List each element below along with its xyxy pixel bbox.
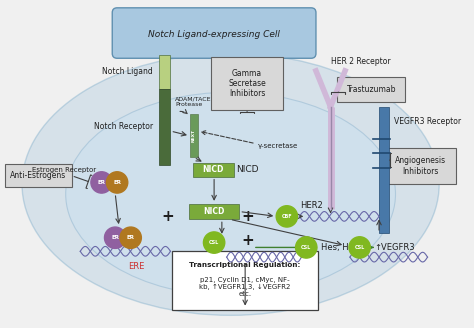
Text: CSL: CSL <box>209 240 219 245</box>
Text: HER 2 Receptor: HER 2 Receptor <box>330 57 390 66</box>
Circle shape <box>349 237 370 258</box>
Circle shape <box>276 206 298 227</box>
Text: Notch Receptor: Notch Receptor <box>94 122 153 131</box>
Circle shape <box>203 232 225 253</box>
Text: p21, Cyclin D1, cMyc, NF-
kb, ↑VEGFR1,3, ↓VEGFR2
etc.: p21, Cyclin D1, cMyc, NF- kb, ↑VEGFR1,3,… <box>200 277 291 297</box>
Text: CBF: CBF <box>282 214 292 219</box>
Circle shape <box>296 237 317 258</box>
Bar <box>190 113 198 157</box>
Text: NICD: NICD <box>237 165 259 174</box>
Bar <box>159 89 171 165</box>
Text: CSL: CSL <box>301 245 311 250</box>
Text: CSL: CSL <box>355 245 365 250</box>
Ellipse shape <box>22 53 439 315</box>
FancyBboxPatch shape <box>211 57 283 110</box>
Text: ↑VEGFR3: ↑VEGFR3 <box>374 243 415 252</box>
Text: Notch Ligand: Notch Ligand <box>102 67 153 76</box>
FancyBboxPatch shape <box>112 8 316 58</box>
Circle shape <box>104 227 126 248</box>
Text: Notch Ligand-expressing Cell: Notch Ligand-expressing Cell <box>148 30 280 38</box>
Text: NICD: NICD <box>203 207 225 216</box>
Bar <box>379 107 389 233</box>
Text: ER: ER <box>111 235 119 240</box>
Text: Estrogen Receptor: Estrogen Receptor <box>32 167 96 173</box>
Bar <box>189 204 239 219</box>
Text: ER: ER <box>113 180 121 185</box>
Ellipse shape <box>66 92 395 296</box>
Text: NEXT: NEXT <box>192 129 196 142</box>
Text: Angiogenesis
Inhibitors: Angiogenesis Inhibitors <box>395 156 447 175</box>
Text: Gamma
Secretase
Inhibitors: Gamma Secretase Inhibitors <box>228 69 266 98</box>
Circle shape <box>91 172 112 193</box>
Text: +: + <box>161 209 174 224</box>
Text: ADAM/TACE
Protease: ADAM/TACE Protease <box>175 96 212 107</box>
FancyBboxPatch shape <box>5 164 73 187</box>
Circle shape <box>120 227 141 248</box>
Text: HER2: HER2 <box>301 201 323 210</box>
Text: NICD: NICD <box>202 165 224 174</box>
FancyBboxPatch shape <box>337 77 405 102</box>
Bar <box>159 55 171 89</box>
FancyBboxPatch shape <box>386 148 456 184</box>
FancyBboxPatch shape <box>173 251 318 310</box>
Text: Transcriptional Regulation:: Transcriptional Regulation: <box>190 262 301 268</box>
Text: VEGFR3 Receptor: VEGFR3 Receptor <box>393 117 461 126</box>
Text: Hes, Hey: Hes, Hey <box>321 243 359 252</box>
Text: γ-secretase: γ-secretase <box>258 143 298 149</box>
Text: +: + <box>242 233 255 248</box>
Bar <box>193 163 234 176</box>
Text: Trastuzumab: Trastuzumab <box>346 85 396 94</box>
Text: ER: ER <box>127 235 135 240</box>
Text: +: + <box>242 209 255 224</box>
Text: ERE: ERE <box>128 262 145 271</box>
Text: ER: ER <box>98 180 106 185</box>
Text: Anti-Estrogens: Anti-Estrogens <box>10 171 67 180</box>
Circle shape <box>107 172 128 193</box>
